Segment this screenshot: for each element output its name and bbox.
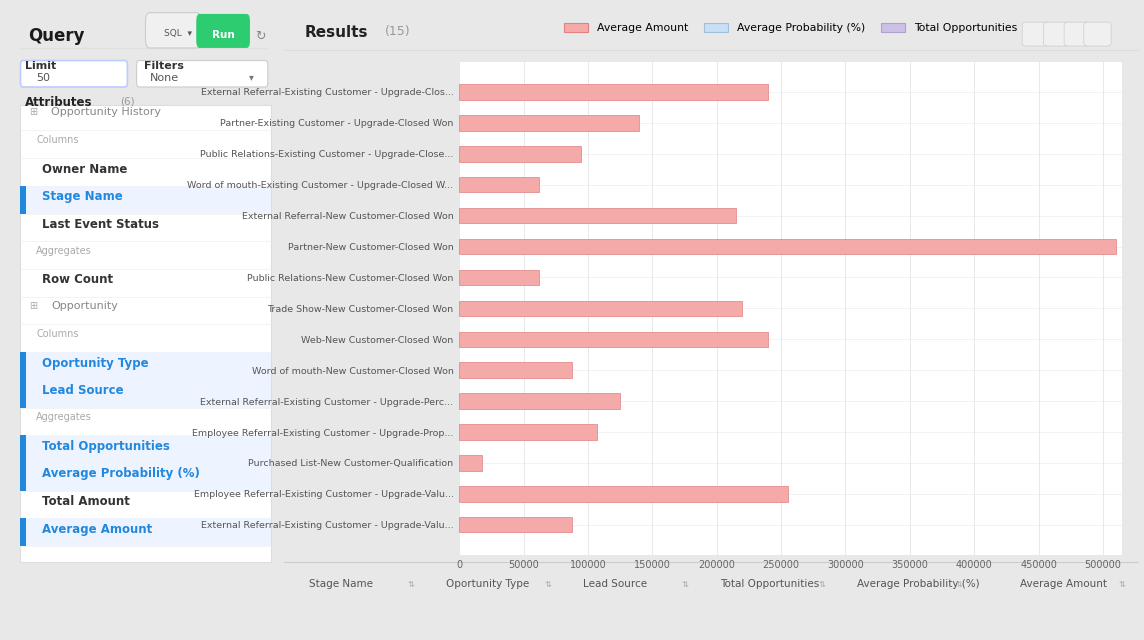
Bar [459, 208, 736, 223]
Bar [459, 84, 768, 100]
Bar [19, 380, 26, 408]
Text: Filters: Filters [144, 61, 184, 70]
Text: ▾: ▾ [249, 72, 254, 83]
Text: ⇅: ⇅ [818, 580, 826, 589]
Bar [19, 463, 26, 491]
Bar [19, 463, 271, 491]
Text: Attributes: Attributes [25, 97, 93, 109]
Bar [459, 146, 581, 161]
Text: Oportunity Type: Oportunity Type [41, 356, 149, 369]
Bar [19, 518, 271, 546]
Text: ↻: ↻ [255, 29, 265, 43]
FancyBboxPatch shape [1023, 22, 1049, 46]
Text: Total Amount: Total Amount [41, 495, 129, 508]
Text: Opportunity: Opportunity [51, 301, 118, 311]
FancyBboxPatch shape [1043, 22, 1071, 46]
Bar [459, 517, 572, 532]
FancyBboxPatch shape [145, 13, 201, 48]
Text: (15): (15) [384, 25, 411, 38]
Text: Average Probability (%): Average Probability (%) [41, 467, 199, 481]
FancyBboxPatch shape [1083, 22, 1111, 46]
Text: 50: 50 [37, 72, 50, 83]
Text: Query: Query [29, 27, 85, 45]
Text: ⇅: ⇅ [955, 580, 962, 589]
Text: Last Event Status: Last Event Status [41, 218, 159, 231]
Text: Opportunity History: Opportunity History [51, 107, 161, 117]
FancyBboxPatch shape [1064, 22, 1091, 46]
Bar [19, 380, 271, 408]
Text: Columns: Columns [37, 135, 79, 145]
Text: Results: Results [305, 25, 368, 40]
Bar [459, 486, 787, 502]
Text: Average Amount: Average Amount [1019, 579, 1106, 589]
Text: Lead Source: Lead Source [41, 384, 124, 397]
Text: ⇅: ⇅ [407, 580, 415, 589]
Text: Oportunity Type: Oportunity Type [446, 579, 530, 589]
Text: Total Opportunities: Total Opportunities [720, 579, 819, 589]
Bar [19, 435, 271, 463]
Text: Aggregates: Aggregates [37, 412, 92, 422]
Bar [19, 352, 271, 380]
Text: Run: Run [212, 29, 235, 40]
Bar [459, 332, 768, 347]
Text: Stage Name: Stage Name [309, 579, 373, 589]
Text: Limit: Limit [25, 61, 56, 70]
Text: ⊞: ⊞ [30, 301, 38, 311]
Bar [19, 186, 271, 214]
Text: SQL  ▾: SQL ▾ [164, 29, 191, 38]
Bar [459, 424, 597, 440]
Text: (6): (6) [120, 97, 135, 106]
Text: Average Amount: Average Amount [41, 523, 152, 536]
Text: ⊞: ⊞ [30, 107, 38, 117]
Text: Columns: Columns [37, 329, 79, 339]
Bar [459, 301, 742, 316]
Bar [19, 352, 26, 380]
Bar [19, 186, 26, 214]
FancyBboxPatch shape [136, 61, 268, 87]
Bar [19, 435, 26, 463]
Bar [459, 177, 539, 193]
Text: Stage Name: Stage Name [41, 190, 122, 204]
Bar [19, 105, 271, 563]
Text: ⇅: ⇅ [545, 580, 551, 589]
Text: ⇅: ⇅ [682, 580, 689, 589]
FancyBboxPatch shape [197, 14, 251, 48]
Bar [459, 115, 639, 131]
Text: Row Count: Row Count [41, 273, 112, 286]
Text: Total Opportunities: Total Opportunities [41, 440, 169, 452]
Text: Owner Name: Owner Name [41, 163, 127, 175]
Text: None: None [150, 72, 178, 83]
Bar [459, 239, 1115, 254]
Bar [459, 455, 483, 470]
Bar [459, 362, 572, 378]
Text: Lead Source: Lead Source [583, 579, 648, 589]
Bar [459, 394, 620, 409]
Bar [459, 269, 539, 285]
Legend: Average Amount, Average Probability (%), Total Opportunities: Average Amount, Average Probability (%),… [564, 23, 1017, 33]
Text: Aggregates: Aggregates [37, 246, 92, 256]
FancyBboxPatch shape [21, 61, 127, 87]
Text: Average Probability (%): Average Probability (%) [857, 579, 979, 589]
Bar [19, 518, 26, 546]
Text: ⇅: ⇅ [1118, 580, 1125, 589]
